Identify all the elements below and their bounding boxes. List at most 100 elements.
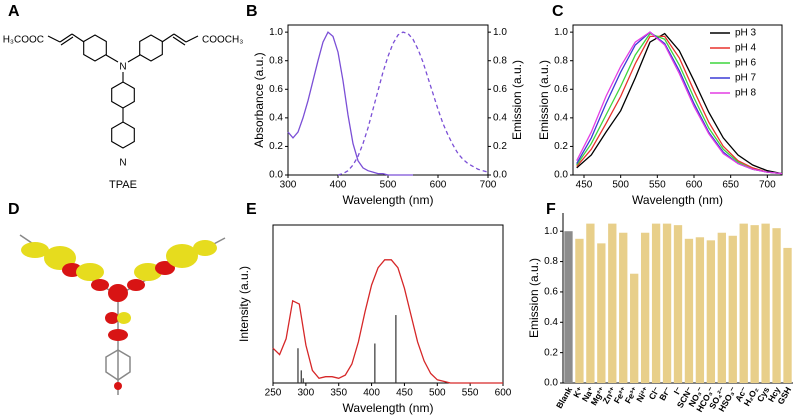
bar <box>750 225 759 383</box>
data-line <box>576 35 783 175</box>
x-tick-label: K⁺ <box>571 385 585 400</box>
compound-name: TPAE <box>109 179 137 191</box>
x-tick-label: Blank <box>554 385 574 410</box>
data-line <box>272 259 503 384</box>
bond <box>105 54 119 63</box>
bar <box>772 228 781 383</box>
ring <box>139 34 163 62</box>
atom-label: N <box>119 158 126 169</box>
lobe <box>155 261 175 275</box>
x-tick-label: 700 <box>480 180 497 191</box>
legend: pH 3 pH 4 pH 6 pH 7 pH 8 <box>710 28 757 99</box>
y-tick-label: 0.2 <box>544 347 558 358</box>
bond <box>60 36 74 46</box>
bond <box>71 33 85 43</box>
lobe <box>114 382 122 390</box>
y2-axis-title: Emission (a.u.) <box>510 60 524 140</box>
lobe <box>193 240 217 256</box>
legend-label: pH 8 <box>735 88 757 99</box>
x-tick-label: 450 <box>576 180 593 191</box>
panel-label: A <box>8 3 20 20</box>
y-tick-label: 0.6 <box>269 84 283 95</box>
ring <box>83 34 107 62</box>
lobe <box>127 279 145 291</box>
bar <box>662 223 672 383</box>
axes: 0.0 0.2 0.4 0.6 0.8 1.0 450 500 550 600 650 700 Wave… <box>537 24 783 207</box>
lobe <box>21 242 49 258</box>
ring <box>111 81 135 109</box>
x-axis-title: Wavelength (nm) <box>632 193 723 207</box>
lobes <box>21 240 217 390</box>
legend-label: pH 6 <box>735 58 757 69</box>
bar <box>619 232 628 383</box>
data-line <box>576 31 783 175</box>
x-axis-title: Wavelength (nm) <box>343 401 434 415</box>
legend-label: pH 4 <box>735 43 757 54</box>
x-axis-title: Wavelength (nm) <box>343 193 434 207</box>
lobe <box>76 263 104 281</box>
y-axis-title: Intensity (a.u.) <box>237 266 251 342</box>
y-tick-label: 0.6 <box>544 287 558 298</box>
x-tick-label: 600 <box>430 180 447 191</box>
y-tick-label: 0.4 <box>554 112 568 123</box>
y-tick-label: 0.4 <box>544 317 558 328</box>
bond <box>59 33 73 43</box>
bond <box>185 35 199 43</box>
legend-label: pH 7 <box>735 73 757 84</box>
bar <box>597 243 606 383</box>
y-tick-label: 0.8 <box>269 55 283 66</box>
ring <box>105 349 131 381</box>
y-tick-label: 1.0 <box>554 27 568 38</box>
data-line <box>576 32 783 175</box>
panel-label: D <box>8 201 20 218</box>
atom-label: COOCH₃ <box>202 35 243 46</box>
x-tick-label: 500 <box>380 180 397 191</box>
y-tick-label: 1.0 <box>544 226 558 237</box>
bar <box>564 231 573 383</box>
axes: 0.0 0.2 0.4 0.6 0.8 1.0 0.0 0.2 0.4 0.6 0.8 1.0 300 4… <box>252 24 524 207</box>
x-tick-label: 400 <box>330 180 347 191</box>
lobe <box>108 329 128 341</box>
bar <box>651 223 661 383</box>
ring <box>111 121 135 149</box>
x-tick-label: 550 <box>462 388 479 399</box>
x-tick-label: 700 <box>759 180 776 191</box>
bar <box>586 223 595 383</box>
x-tick-label: 400 <box>363 388 380 399</box>
x-tick-label: Br⁻ <box>657 385 673 403</box>
lobe <box>105 312 119 324</box>
axes: 0.0 0.2 0.4 0.6 0.8 1.0 Emission (a.u.) <box>527 213 793 389</box>
x-tick-label: 450 <box>396 388 413 399</box>
x-tick-label: 350 <box>330 388 347 399</box>
plot-frame <box>572 24 783 176</box>
y-tick-label: 0.6 <box>554 84 568 95</box>
bar <box>783 247 792 383</box>
x-tick-label: 250 <box>265 388 282 399</box>
y2-tick-label: 0.4 <box>493 112 507 123</box>
y-tick-label: 0.2 <box>269 141 283 152</box>
x-tick-label: 300 <box>280 180 297 191</box>
bar <box>608 223 617 383</box>
bar <box>684 238 694 383</box>
bar <box>739 223 748 383</box>
y2-tick-label: 0.6 <box>493 84 507 95</box>
x-tick-label: I⁻ <box>672 385 684 396</box>
bar <box>717 232 726 383</box>
y-tick-label: 0.0 <box>544 378 558 389</box>
y-tick-label: 0.8 <box>544 256 558 267</box>
y-tick-label: 1.0 <box>269 27 283 38</box>
data-line <box>287 31 413 176</box>
bond <box>47 35 61 43</box>
bond <box>127 54 141 63</box>
panel-label: F <box>546 201 556 218</box>
bar <box>728 235 737 383</box>
bar <box>761 223 770 383</box>
lobe <box>91 279 109 291</box>
y-tick-label: 0.4 <box>269 112 283 123</box>
data-line <box>337 31 489 176</box>
y-axis-title: Emission (a.u.) <box>537 60 551 140</box>
x-tick-label: 500 <box>429 388 446 399</box>
bond <box>172 36 186 46</box>
lobe <box>166 244 198 268</box>
